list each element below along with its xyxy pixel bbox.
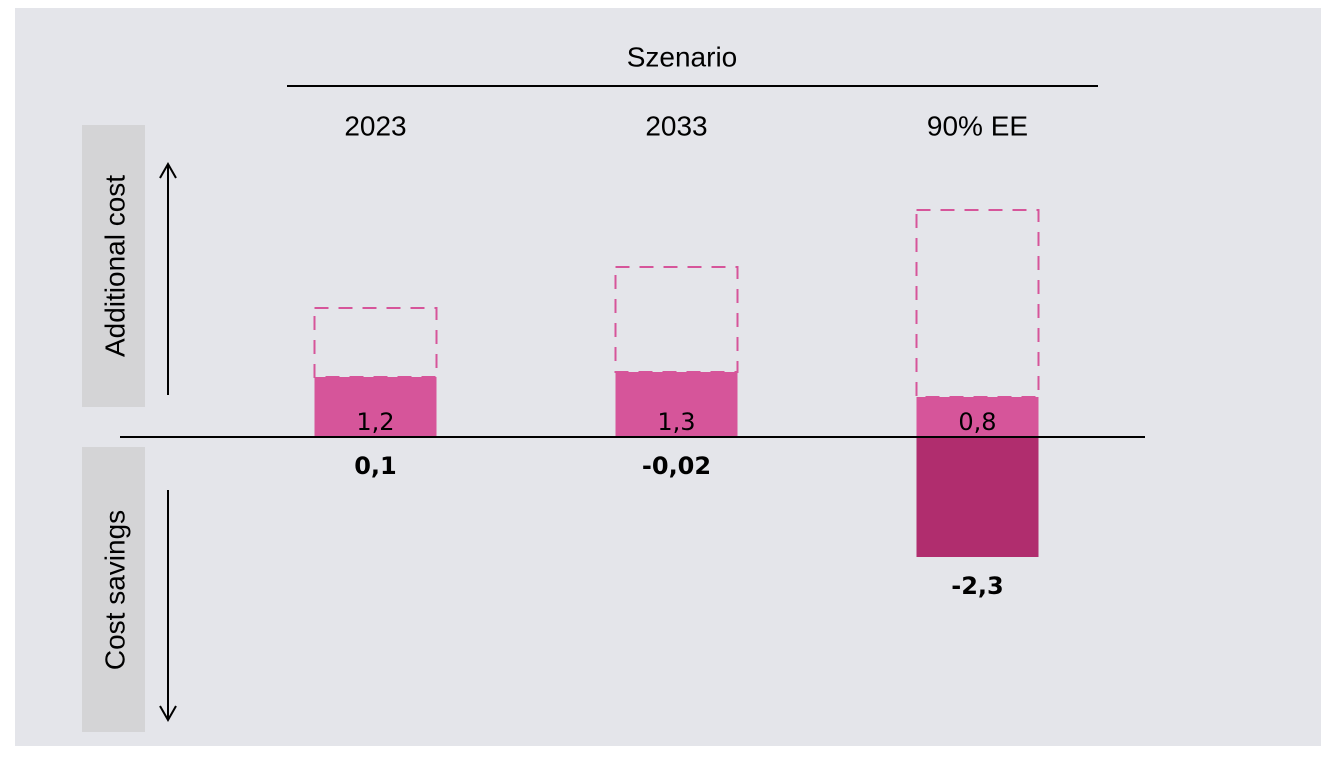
bar	[615, 372, 738, 437]
dashed-box	[313, 307, 438, 378]
bar	[916, 397, 1039, 437]
x-tick-label: 2023	[344, 110, 406, 141]
value-label: 1,3	[657, 408, 695, 436]
arrows	[159, 161, 177, 723]
net-label: 0,1	[354, 452, 397, 480]
bar	[916, 437, 1039, 557]
value-label: 1,2	[356, 408, 394, 436]
down-label-box	[82, 447, 145, 732]
up-label: Additional cost	[99, 175, 130, 357]
net-label: -0,02	[642, 452, 711, 480]
dashed-box	[915, 209, 1040, 398]
down-label: Cost savings	[99, 510, 130, 670]
dashed-box	[614, 266, 739, 373]
up-label-box	[82, 125, 145, 407]
x-tick-label: 2033	[645, 110, 707, 141]
bar	[314, 377, 437, 437]
x-tick-label: 90% EE	[927, 110, 1028, 141]
value-label: 0,8	[958, 408, 996, 436]
net-label: -2,3	[951, 572, 1003, 600]
header: Szenario	[627, 41, 738, 72]
